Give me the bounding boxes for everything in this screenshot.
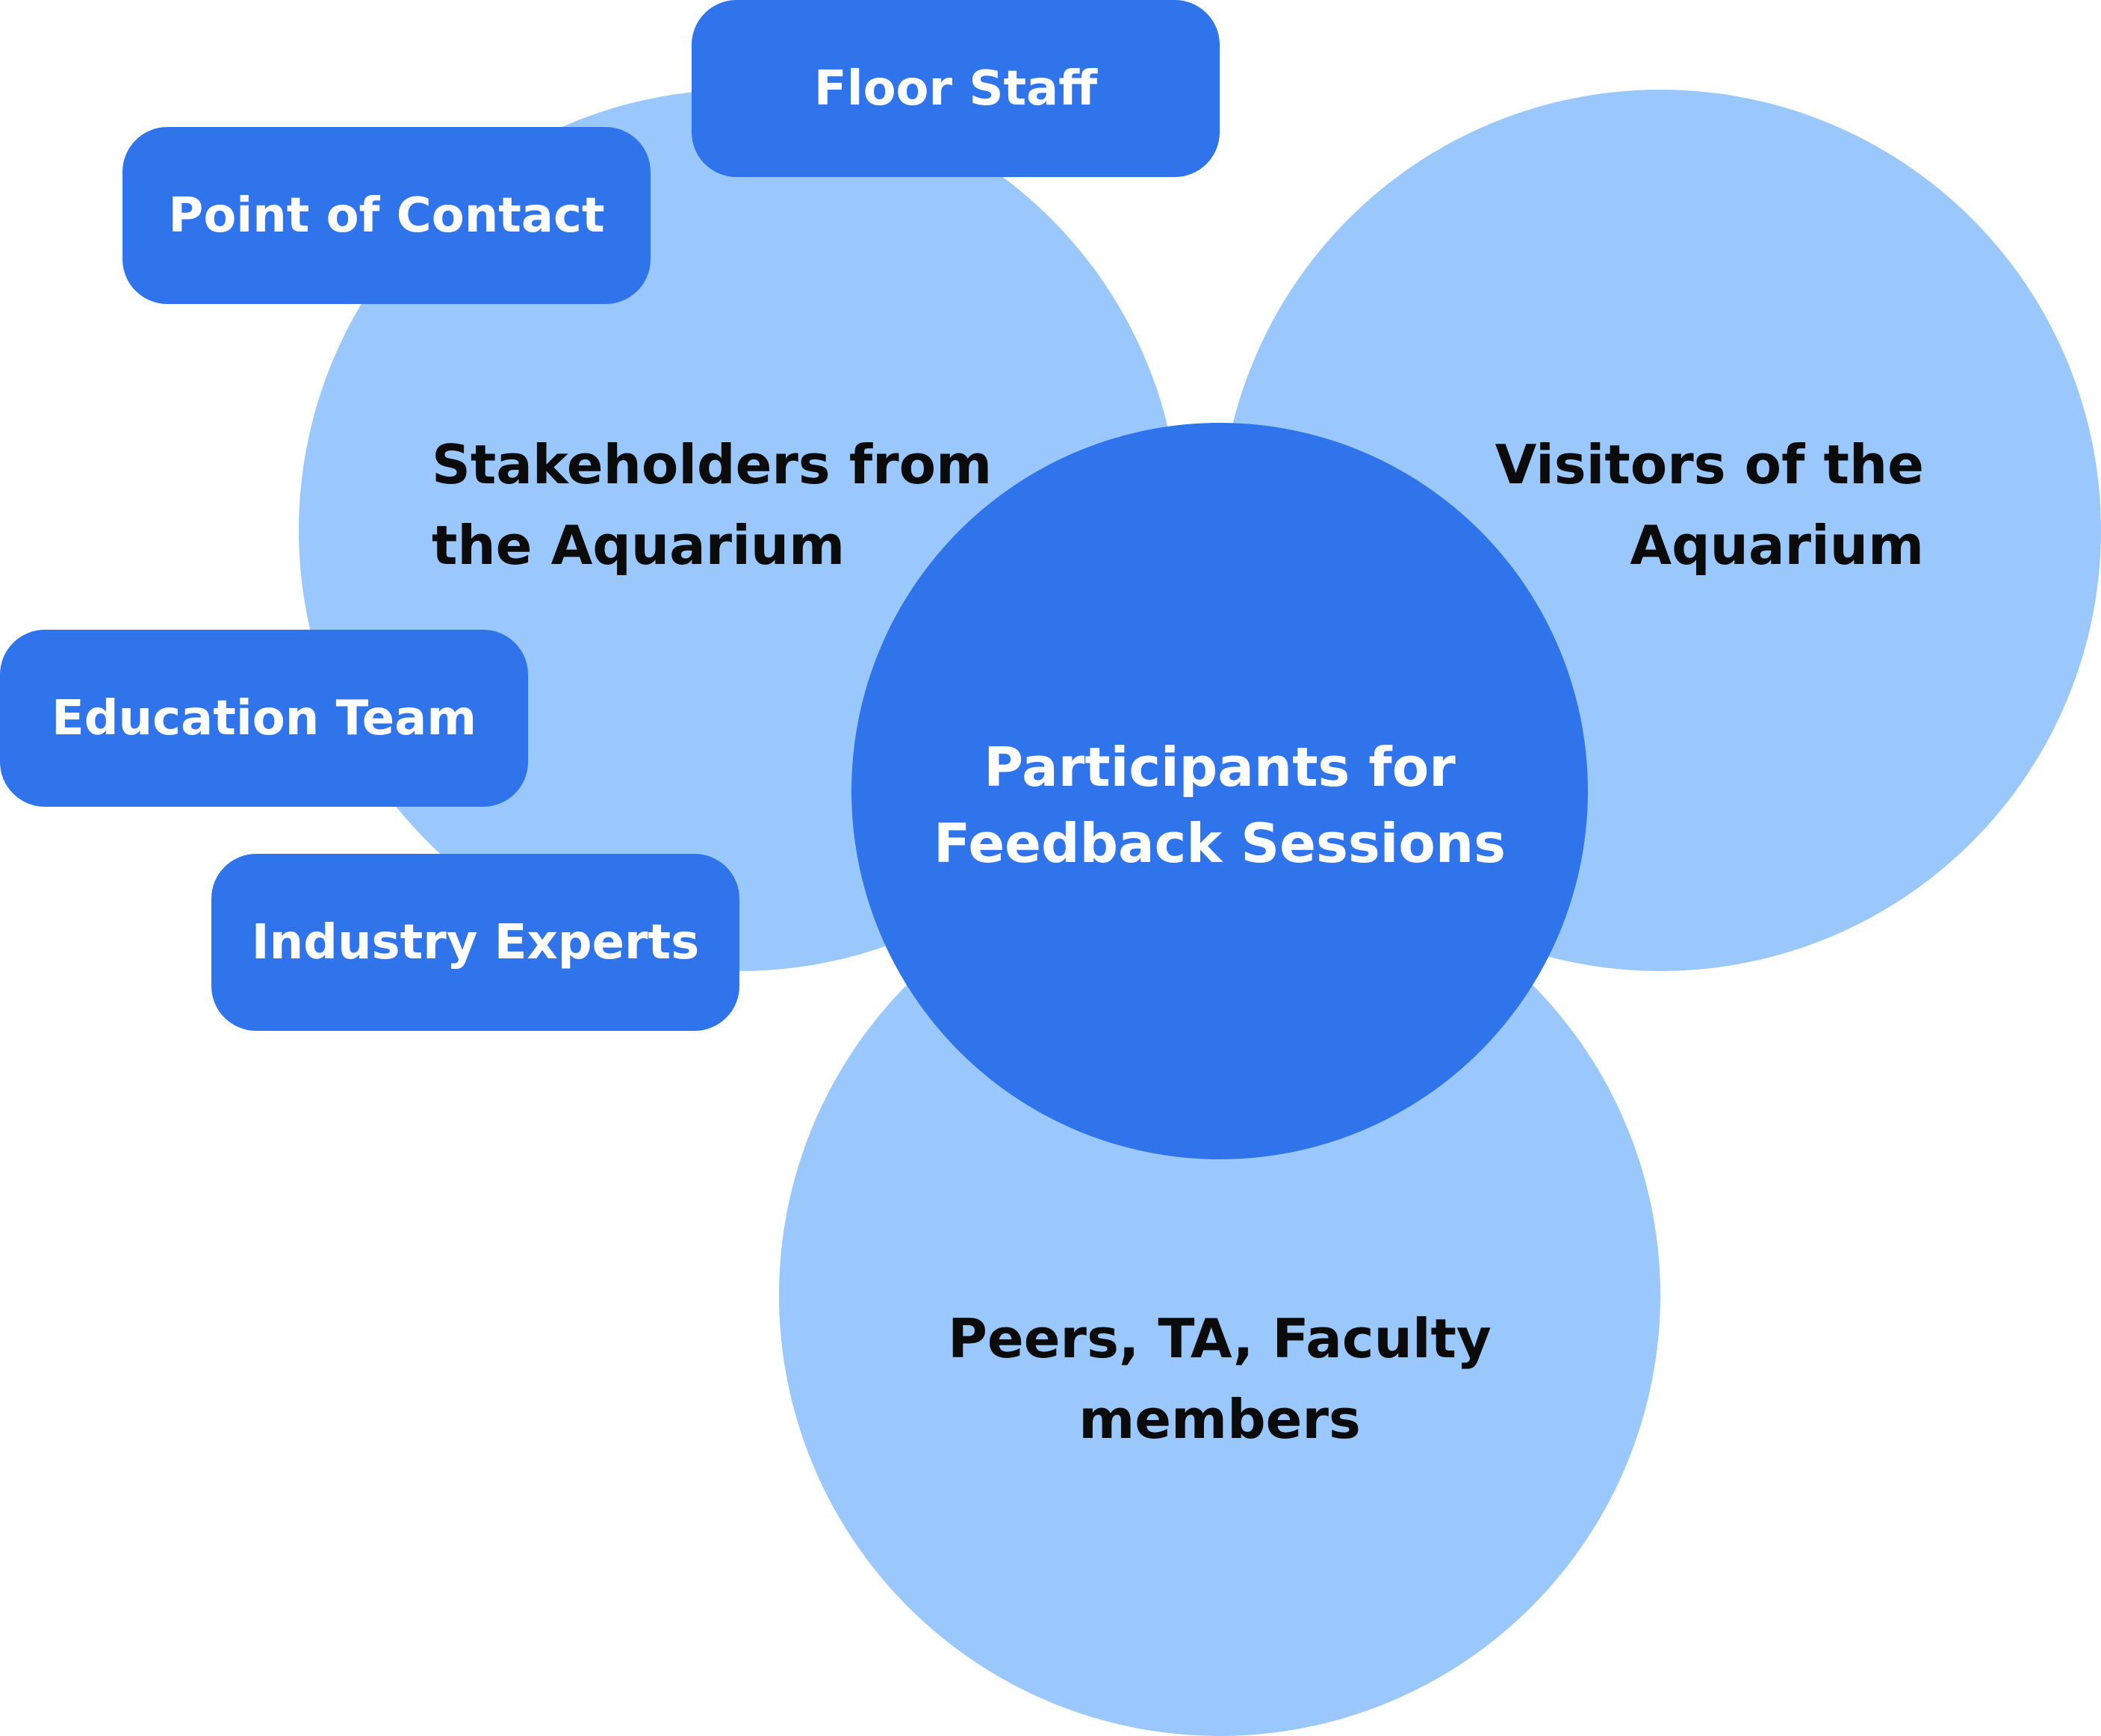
stakeholders-label: Stakeholders from the Aquarium bbox=[432, 424, 992, 586]
center-circle bbox=[851, 423, 1588, 1159]
peers-label: Peers, TA, Faculty members bbox=[846, 1298, 1593, 1460]
peers-line2: members bbox=[1079, 1388, 1361, 1451]
visitors-line2: Aquarium bbox=[1630, 514, 1924, 577]
visitors-label: Visitors of the Aquarium bbox=[1495, 424, 1924, 586]
center-label: Participants for Feedback Sessions bbox=[846, 729, 1593, 881]
center-line2: Feedback Sessions bbox=[934, 812, 1506, 875]
peers-line1: Peers, TA, Faculty bbox=[948, 1307, 1492, 1370]
center-line1: Participants for bbox=[984, 736, 1456, 799]
industry-experts-pill: Industry Experts bbox=[211, 854, 739, 1031]
floor-staff-pill: Floor Staff bbox=[692, 0, 1220, 177]
point-of-contact-text: Point of Contact bbox=[168, 187, 605, 244]
floor-staff-text: Floor Staff bbox=[813, 61, 1098, 117]
visitors-line1: Visitors of the bbox=[1495, 433, 1924, 496]
industry-experts-text: Industry Experts bbox=[251, 914, 700, 970]
point-of-contact-pill: Point of Contact bbox=[122, 127, 651, 304]
education-team-text: Education Team bbox=[52, 690, 477, 746]
education-team-pill: Education Team bbox=[0, 630, 528, 807]
stakeholders-line2: the Aquarium bbox=[432, 514, 845, 577]
stakeholders-line1: Stakeholders from bbox=[432, 433, 993, 496]
